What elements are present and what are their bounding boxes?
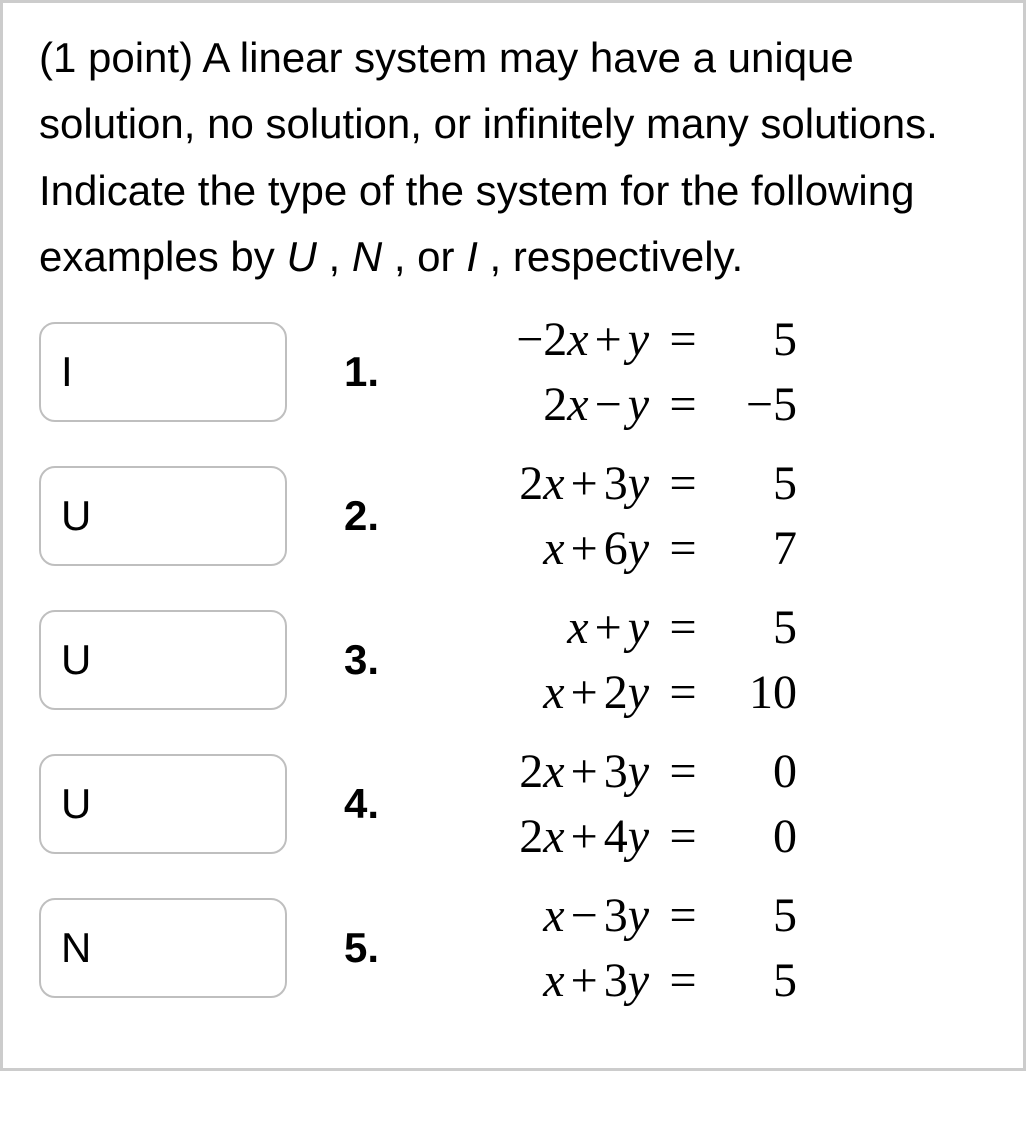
prompt-suffix: , respectively. <box>478 233 743 280</box>
equation-lhs: 2x+3y <box>423 456 653 511</box>
equals-sign: = <box>653 665 713 720</box>
equation-system: 2x+3y = 0 2x+4y = 0 <box>423 744 803 864</box>
equation-rhs: 10 <box>713 665 803 720</box>
equation-lhs: x+y <box>423 600 653 655</box>
equation-system: 2x+3y = 5 x+6y = 7 <box>423 456 803 576</box>
equation-lhs: 2x−y <box>423 377 653 432</box>
question-container: (1 point) A linear system may have a uni… <box>0 0 1026 1071</box>
equals-sign: = <box>653 377 713 432</box>
equation-lhs: 2x+3y <box>423 744 653 799</box>
equation-rhs: 5 <box>713 953 803 1008</box>
equation-rhs: 0 <box>713 744 803 799</box>
equation-lhs: x−3y <box>423 888 653 943</box>
equation-lhs: x+6y <box>423 521 653 576</box>
equation-rhs: −5 <box>713 377 803 432</box>
problem-number: 1. <box>331 348 379 396</box>
problem-number: 5. <box>331 924 379 972</box>
equation-rhs: 7 <box>713 521 803 576</box>
equals-sign: = <box>653 521 713 576</box>
problem-row: 4. 2x+3y = 0 2x+4y = 0 <box>39 744 987 864</box>
equation-lhs: 2x+4y <box>423 809 653 864</box>
equals-sign: = <box>653 312 713 367</box>
equation-rhs: 5 <box>713 456 803 511</box>
problem-number: 2. <box>331 492 379 540</box>
prompt-sep2: , or <box>382 233 466 280</box>
equation-lhs: x+2y <box>423 665 653 720</box>
equation-rhs: 5 <box>713 888 803 943</box>
prompt-u: U <box>286 233 316 280</box>
equals-sign: = <box>653 456 713 511</box>
equation-system: x+y = 5 x+2y = 10 <box>423 600 803 720</box>
problem-row: 1. −2x+y = 5 2x−y = −5 <box>39 312 987 432</box>
equals-sign: = <box>653 953 713 1008</box>
answer-input-3[interactable] <box>39 610 287 710</box>
prompt-sep1: , <box>317 233 352 280</box>
prompt-i: I <box>466 233 478 280</box>
problems-list: 1. −2x+y = 5 2x−y = −5 2. 2x+3y = 5 x+6y… <box>39 312 987 1008</box>
answer-input-5[interactable] <box>39 898 287 998</box>
equation-lhs: −2x+y <box>423 312 653 367</box>
problem-number: 3. <box>331 636 379 684</box>
problem-row: 5. x−3y = 5 x+3y = 5 <box>39 888 987 1008</box>
equation-lhs: x+3y <box>423 953 653 1008</box>
equation-rhs: 5 <box>713 600 803 655</box>
equals-sign: = <box>653 600 713 655</box>
equals-sign: = <box>653 744 713 799</box>
problem-row: 3. x+y = 5 x+2y = 10 <box>39 600 987 720</box>
answer-input-4[interactable] <box>39 754 287 854</box>
prompt-n: N <box>352 233 382 280</box>
problem-row: 2. 2x+3y = 5 x+6y = 7 <box>39 456 987 576</box>
equation-rhs: 5 <box>713 312 803 367</box>
equation-system: −2x+y = 5 2x−y = −5 <box>423 312 803 432</box>
equation-system: x−3y = 5 x+3y = 5 <box>423 888 803 1008</box>
equals-sign: = <box>653 888 713 943</box>
problem-number: 4. <box>331 780 379 828</box>
question-prompt: (1 point) A linear system may have a uni… <box>39 25 987 290</box>
equation-rhs: 0 <box>713 809 803 864</box>
answer-input-2[interactable] <box>39 466 287 566</box>
answer-input-1[interactable] <box>39 322 287 422</box>
equals-sign: = <box>653 809 713 864</box>
